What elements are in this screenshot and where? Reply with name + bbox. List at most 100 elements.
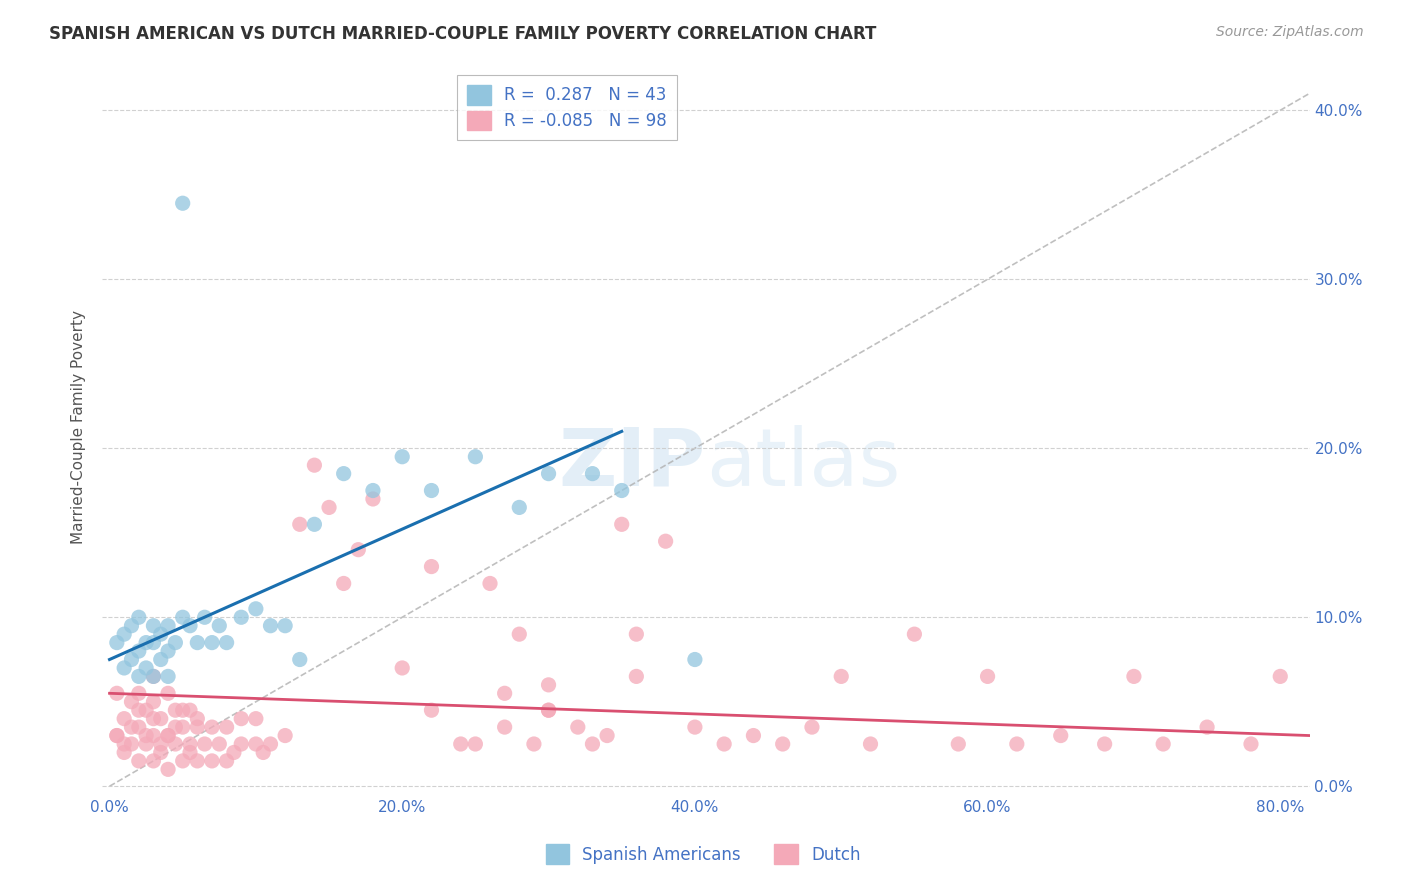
Point xyxy=(361,491,384,506)
Legend: R =  0.287   N = 43, R = -0.085   N = 98: R = 0.287 N = 43, R = -0.085 N = 98 xyxy=(457,75,676,140)
Point xyxy=(215,720,238,734)
Point xyxy=(391,450,413,464)
Point xyxy=(142,754,165,768)
Point xyxy=(128,610,150,624)
Point xyxy=(537,703,560,717)
Point xyxy=(231,712,253,726)
Point xyxy=(149,737,172,751)
Point xyxy=(105,635,128,649)
Point xyxy=(332,467,354,481)
Point xyxy=(274,729,297,743)
Point xyxy=(201,754,224,768)
Point xyxy=(135,635,157,649)
Point xyxy=(121,695,143,709)
Point xyxy=(157,729,180,743)
Point xyxy=(172,754,194,768)
Text: ZIP: ZIP xyxy=(558,425,706,503)
Point xyxy=(121,618,143,632)
Point xyxy=(142,669,165,683)
Point xyxy=(215,754,238,768)
Point xyxy=(149,627,172,641)
Point xyxy=(683,652,706,666)
Point xyxy=(186,635,208,649)
Point xyxy=(245,712,267,726)
Point xyxy=(494,720,516,734)
Y-axis label: Married-Couple Family Poverty: Married-Couple Family Poverty xyxy=(72,310,86,544)
Point xyxy=(610,483,633,498)
Point xyxy=(165,703,187,717)
Point xyxy=(172,610,194,624)
Point xyxy=(800,720,823,734)
Point xyxy=(112,627,135,641)
Point xyxy=(128,720,150,734)
Point xyxy=(420,703,443,717)
Point xyxy=(128,644,150,658)
Point xyxy=(772,737,794,751)
Point xyxy=(288,517,311,532)
Point xyxy=(252,746,274,760)
Point xyxy=(948,737,970,751)
Point xyxy=(165,635,187,649)
Point xyxy=(231,610,253,624)
Point xyxy=(494,686,516,700)
Point xyxy=(142,729,165,743)
Point xyxy=(288,652,311,666)
Point xyxy=(128,669,150,683)
Point xyxy=(567,720,589,734)
Point xyxy=(112,737,135,751)
Point xyxy=(112,712,135,726)
Point xyxy=(179,703,201,717)
Point xyxy=(157,618,180,632)
Point xyxy=(464,450,486,464)
Point xyxy=(128,686,150,700)
Point xyxy=(1049,729,1071,743)
Point xyxy=(596,729,619,743)
Point xyxy=(479,576,502,591)
Point xyxy=(304,458,326,472)
Point xyxy=(231,737,253,751)
Point xyxy=(157,763,180,777)
Text: SPANISH AMERICAN VS DUTCH MARRIED-COUPLE FAMILY POVERTY CORRELATION CHART: SPANISH AMERICAN VS DUTCH MARRIED-COUPLE… xyxy=(49,25,876,43)
Point xyxy=(135,737,157,751)
Point xyxy=(1094,737,1116,751)
Point xyxy=(245,602,267,616)
Point xyxy=(121,720,143,734)
Point xyxy=(172,196,194,211)
Point xyxy=(121,737,143,751)
Point xyxy=(903,627,925,641)
Point xyxy=(318,500,340,515)
Point xyxy=(194,737,217,751)
Point xyxy=(361,483,384,498)
Point xyxy=(172,703,194,717)
Point xyxy=(186,712,208,726)
Point xyxy=(194,610,217,624)
Point xyxy=(713,737,735,751)
Point xyxy=(1240,737,1263,751)
Point xyxy=(391,661,413,675)
Point xyxy=(172,720,194,734)
Point xyxy=(149,746,172,760)
Point xyxy=(976,669,998,683)
Point xyxy=(105,686,128,700)
Point xyxy=(259,737,281,751)
Point xyxy=(581,737,603,751)
Point xyxy=(142,695,165,709)
Point xyxy=(347,542,370,557)
Point xyxy=(208,737,231,751)
Point xyxy=(581,467,603,481)
Point xyxy=(450,737,472,751)
Point xyxy=(135,703,157,717)
Point xyxy=(201,720,224,734)
Text: atlas: atlas xyxy=(706,425,900,503)
Point xyxy=(165,737,187,751)
Point xyxy=(464,737,486,751)
Point xyxy=(157,644,180,658)
Point xyxy=(683,720,706,734)
Point xyxy=(105,729,128,743)
Point xyxy=(610,517,633,532)
Point xyxy=(274,618,297,632)
Point xyxy=(112,746,135,760)
Point xyxy=(245,737,267,751)
Point xyxy=(201,635,224,649)
Point xyxy=(208,618,231,632)
